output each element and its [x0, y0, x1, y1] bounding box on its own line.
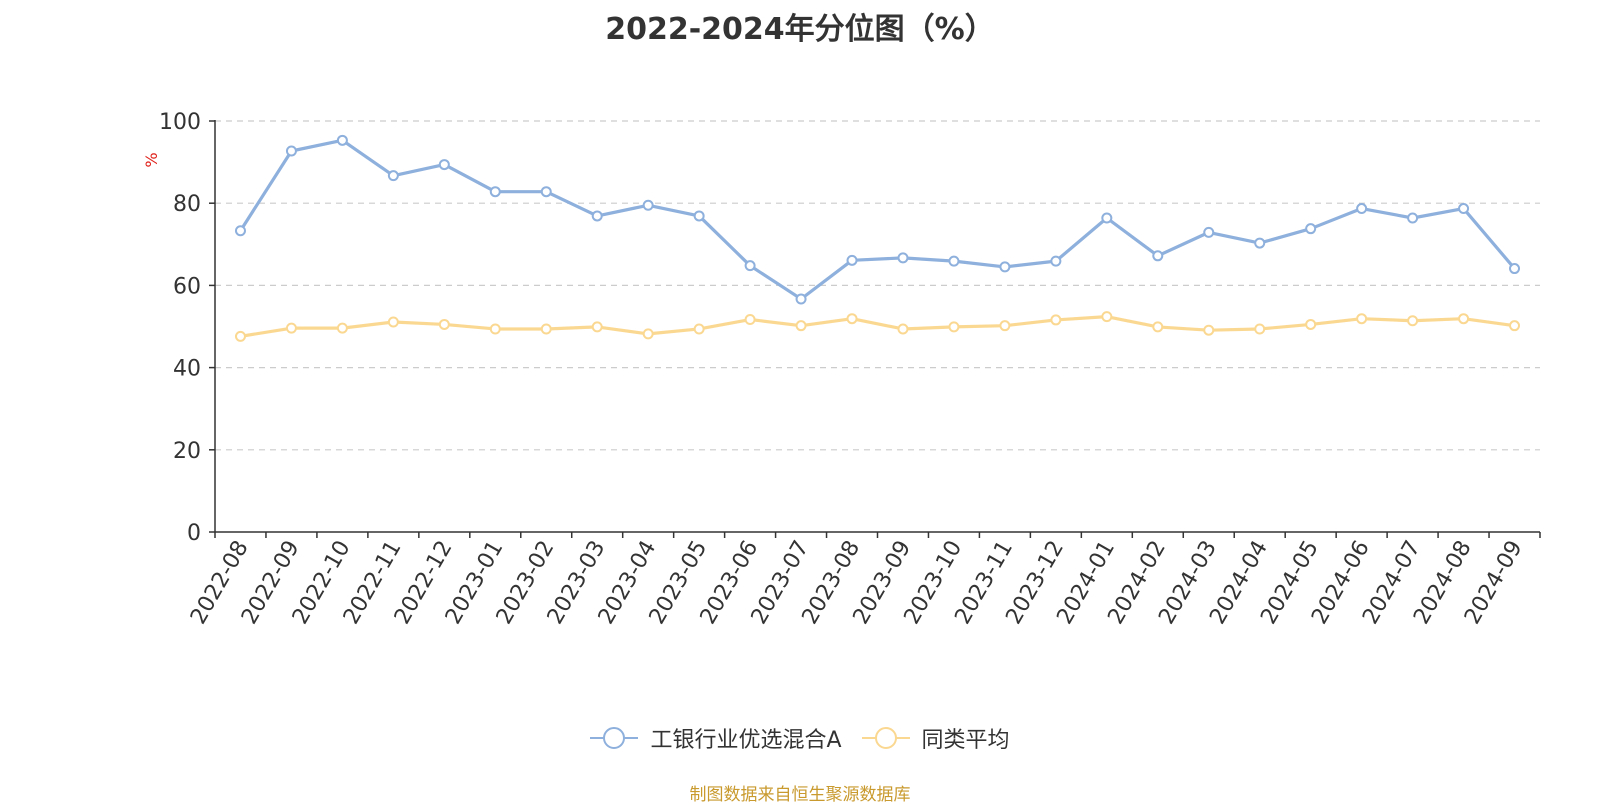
data-point-b [591, 321, 603, 333]
legend-label-series-b: 同类平均 [921, 728, 1010, 753]
data-point-b [642, 328, 654, 340]
data-point-a [948, 255, 960, 267]
data-point-a [540, 186, 552, 198]
data-point-b [1254, 323, 1266, 335]
series-line-a [239, 138, 1516, 301]
data-point-b [540, 323, 552, 335]
y-tick-label: 0 [187, 521, 201, 546]
data-point-b [1203, 324, 1215, 336]
data-point-a [1203, 226, 1215, 238]
data-point-a [387, 170, 399, 182]
data-point-b [693, 323, 705, 335]
data-point-a [1305, 223, 1317, 235]
legend-label-series-a: 工银行业优选混合A [650, 728, 842, 753]
data-point-b [1407, 315, 1419, 327]
legend-marker-series-a [590, 727, 639, 749]
series-line-b [240, 315, 1515, 338]
data-point-b [846, 313, 858, 325]
data-point-a [1458, 203, 1470, 215]
data-point-b [336, 322, 348, 334]
source-note: 制图数据来自恒生聚源数据库 [689, 785, 911, 805]
y-axis-label: % [142, 152, 161, 167]
data-point-a [897, 252, 909, 264]
y-tick-label: 80 [173, 192, 201, 217]
data-point-b [1458, 313, 1470, 325]
data-point-a [1152, 250, 1164, 262]
data-point-b [744, 314, 756, 326]
data-point-b [1101, 311, 1113, 323]
legend-item-series-a[interactable]: 工银行业优选混合A [590, 722, 842, 754]
data-point-a [744, 260, 756, 272]
data-point-b [234, 330, 246, 342]
data-point-b [999, 320, 1011, 332]
data-point-b [438, 318, 450, 330]
data-point-b [489, 323, 501, 335]
data-point-b [1509, 320, 1521, 332]
data-point-b [285, 322, 297, 334]
data-point-b [1050, 314, 1062, 326]
y-axis-title: % [142, 152, 161, 167]
data-point-a [1407, 212, 1419, 224]
chart-title: 2022-2024年分位图（%） [605, 12, 995, 47]
legend: 工银行业优选混合A 同类平均 [0, 722, 1600, 754]
data-point-a [1509, 263, 1521, 275]
axes: 0204060801002022-082022-092022-102022-11… [159, 110, 1541, 629]
data-point-b [1356, 313, 1368, 325]
data-point-b [1152, 321, 1164, 333]
data-point-b [387, 316, 399, 328]
series [234, 134, 1521, 342]
legend-marker-series-b [861, 727, 910, 749]
y-tick-label: 40 [173, 357, 201, 382]
y-tick-label: 60 [173, 274, 201, 299]
data-point-b [795, 320, 807, 332]
data-point-b [1305, 318, 1317, 330]
grid-lines [215, 120, 1540, 451]
legend-item-series-b[interactable]: 同类平均 [861, 722, 1010, 754]
data-point-a [642, 199, 654, 211]
y-tick-label: 100 [159, 110, 201, 135]
data-point-a [1356, 203, 1368, 215]
data-point-a [438, 159, 450, 171]
data-point-a [1254, 237, 1266, 249]
y-tick-label: 20 [173, 439, 201, 464]
data-point-a [1101, 212, 1113, 224]
data-point-b [897, 323, 909, 335]
data-point-a [285, 145, 297, 157]
data-point-a [999, 261, 1011, 273]
data-point-a [234, 225, 246, 237]
data-point-a [1050, 255, 1062, 267]
data-point-a [489, 186, 501, 198]
data-point-a [795, 293, 807, 305]
data-point-a [336, 134, 348, 146]
data-point-a [846, 254, 858, 266]
data-point-a [693, 210, 705, 222]
data-point-b [948, 321, 960, 333]
data-point-a [591, 210, 603, 222]
